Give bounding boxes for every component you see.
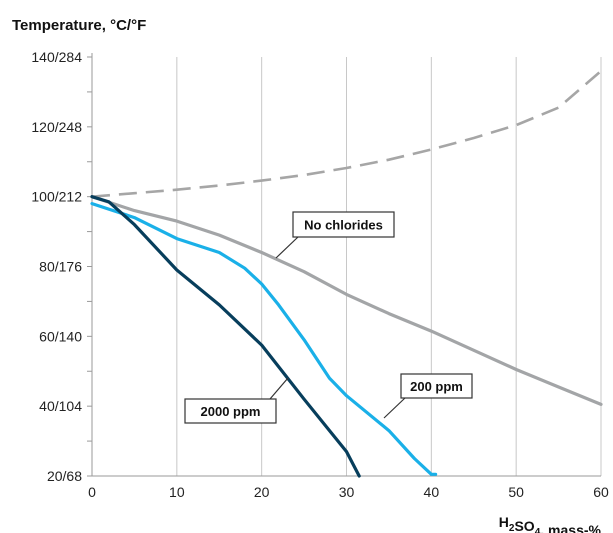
y-axis-title: Temperature, °C/°F [12, 17, 146, 34]
y-tick-label: 100/212 [31, 189, 82, 205]
y-tick-label: 20/68 [47, 468, 82, 484]
y-tick-label: 60/140 [39, 328, 82, 344]
annotation-box [184, 398, 277, 424]
y-tick-label: 80/176 [39, 259, 82, 275]
annotation-box [400, 373, 473, 399]
series-2000-ppm [90, 195, 361, 478]
annotation-label: No chlorides [304, 218, 383, 233]
annotation-label: 2000 ppm [201, 404, 261, 419]
annotation-leader [275, 236, 299, 259]
annotation-label: 200 ppm [410, 379, 463, 394]
tick-labels: 0 10 20 30 40 50 60 20/68 40/104 60/140 80/176 100/… [31, 49, 609, 500]
x-tick-label: 60 [593, 484, 609, 500]
data-series [90, 70, 603, 478]
x-tick-label: 30 [339, 484, 355, 500]
y-tick-label: 40/104 [39, 398, 82, 414]
x-tick-label: 50 [508, 484, 524, 500]
annotations: No chlorides 200 ppm 2000 ppm [184, 211, 473, 424]
axes [87, 53, 601, 477]
annotation-box [292, 211, 395, 238]
annotation-leader [269, 377, 289, 400]
grid-lines [176, 57, 602, 476]
annotation-leader [383, 397, 406, 419]
x-axis-title: H2SO4, mass-% [499, 514, 602, 533]
x-tick-label: 10 [169, 484, 185, 500]
x-tick-label: 0 [88, 484, 96, 500]
x-tick-label: 20 [254, 484, 270, 500]
y-tick-label: 120/248 [31, 119, 82, 135]
x-tick-label: 40 [424, 484, 440, 500]
dashed-reference-line [91, 70, 602, 198]
series-200-ppm [90, 202, 438, 476]
series-no-chlorides [90, 195, 603, 406]
y-tick-label: 140/284 [31, 49, 82, 65]
